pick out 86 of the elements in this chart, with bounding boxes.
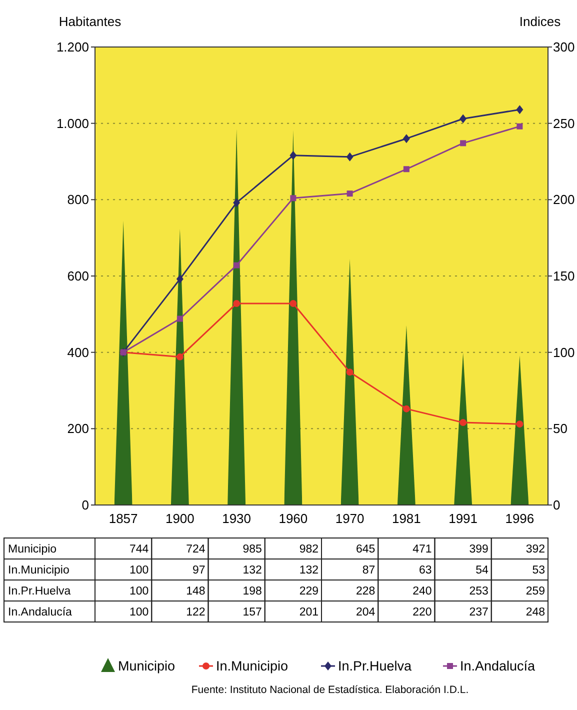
data-label: 399 — [469, 544, 488, 556]
point — [516, 420, 524, 428]
data-label: 53 — [532, 564, 545, 577]
x-tick-label: 1970 — [335, 511, 364, 526]
data-label: 97 — [192, 564, 206, 577]
data-label: 132 — [242, 564, 262, 577]
point — [233, 300, 240, 307]
legend-label: In.Pr.Huelva — [338, 658, 412, 674]
data-label: 744 — [129, 544, 150, 556]
x-tick-label: 1960 — [278, 511, 308, 526]
data-label: 220 — [412, 606, 432, 619]
text: In.Pr.Huelva — [8, 586, 71, 598]
data-label: 122 — [186, 606, 206, 619]
data-label: 982 — [299, 544, 318, 556]
point — [403, 166, 410, 172]
point — [346, 368, 354, 376]
point — [402, 134, 410, 144]
legend-label: In.Municipio — [216, 658, 288, 674]
y-tick-label: 200 — [67, 421, 89, 436]
point — [402, 405, 410, 412]
data-label: 87 — [362, 564, 376, 577]
text: Municipio — [8, 544, 57, 556]
data-label: 392 — [526, 544, 545, 556]
y2-tick-label: 300 — [553, 40, 575, 55]
text: In.Municipio — [8, 564, 70, 577]
data-label: 645 — [356, 544, 376, 556]
data-label: 724 — [186, 544, 206, 556]
data-label: 148 — [186, 586, 206, 598]
data-label: 63 — [418, 564, 432, 577]
point — [460, 114, 467, 124]
legend-label: In.Andalucía — [460, 658, 536, 674]
y2-axis-title: Indices — [519, 14, 562, 29]
data-label: 132 — [299, 564, 318, 577]
data-label: 259 — [526, 586, 545, 598]
y-tick-label: 0 — [82, 498, 89, 513]
point — [176, 274, 184, 284]
data-label: 100 — [129, 564, 149, 577]
point — [234, 262, 240, 268]
data-label: 204 — [356, 606, 376, 619]
y2-tick-label: 250 — [553, 116, 575, 131]
text: In.Andalucía — [8, 606, 72, 619]
point — [346, 152, 354, 162]
data-label: 198 — [242, 586, 262, 598]
y-axis-title: Habitantes — [58, 14, 122, 29]
y2-tick-label: 100 — [553, 344, 575, 360]
y-tick-label: 1.000 — [56, 116, 89, 131]
data-label: 471 — [412, 544, 432, 556]
x-tick-label: 1900 — [165, 511, 194, 526]
y2-tick-label: 200 — [553, 192, 575, 208]
data-label: 157 — [242, 606, 262, 619]
y2-tick-label: 50 — [553, 421, 568, 436]
data-label: 985 — [242, 544, 262, 556]
point — [290, 195, 296, 202]
point — [290, 150, 297, 160]
data-label: 248 — [526, 606, 545, 619]
data-label: 240 — [412, 586, 432, 598]
data-label: 229 — [299, 586, 318, 598]
data-label: 228 — [356, 586, 376, 598]
point — [290, 300, 297, 307]
y-tick-label: 800 — [67, 192, 89, 208]
y-tick-label: 400 — [67, 344, 89, 360]
point — [460, 140, 466, 146]
x-tick-label: 1996 — [505, 511, 534, 526]
point — [176, 316, 183, 322]
data-label: 201 — [299, 606, 318, 619]
point — [516, 123, 523, 130]
point — [176, 353, 184, 360]
data-label: 100 — [129, 606, 149, 619]
point — [516, 105, 524, 114]
x-tick-label: 1991 — [448, 511, 478, 526]
point — [346, 190, 353, 197]
data-label: 54 — [476, 564, 489, 577]
point — [460, 419, 467, 426]
y-tick-label: 1.200 — [56, 40, 89, 55]
legend-label: Municipio — [118, 658, 176, 674]
y2-tick-label: 150 — [553, 268, 575, 284]
x-tick-label: 1981 — [392, 511, 421, 526]
y-tick-label: 600 — [67, 268, 89, 284]
x-tick-label: 1857 — [108, 511, 138, 526]
y2-tick-label: 0 — [553, 498, 560, 513]
data-label: 237 — [469, 606, 488, 619]
source-note: Fuente: Instituto Nacional de Estadística. Elaboración I.D.L. — [191, 684, 469, 696]
point — [233, 198, 240, 208]
data-label: 253 — [469, 586, 488, 598]
data-label: 100 — [129, 586, 149, 598]
x-tick-label: 1930 — [222, 511, 252, 526]
